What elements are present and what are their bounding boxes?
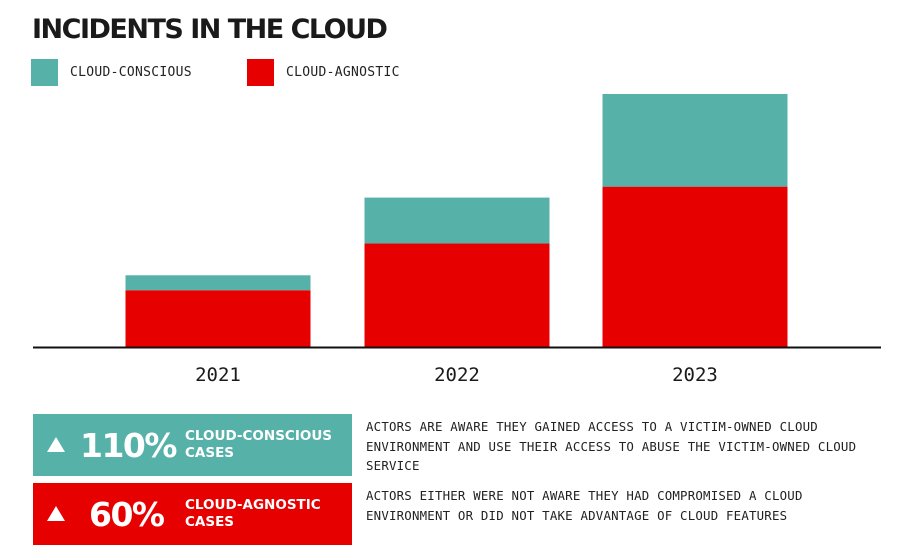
x-tick-label-2021: 2021 <box>195 364 241 386</box>
stat-box-cloud-agnostic: 60% CLOUD-AGNOSTIC CASES <box>33 483 352 545</box>
up-triangle-icon <box>47 437 65 452</box>
stat-description-cloud-agnostic: ACTORS EITHER WERE NOT AWARE THEY HAD CO… <box>366 488 803 523</box>
stat-label-cloud-conscious: CLOUD-CONSCIOUS CASES <box>185 428 333 461</box>
stat-percent-cloud-conscious: 110% <box>80 426 177 465</box>
legend-item-cloud-conscious: CLOUD-CONSCIOUS <box>31 59 192 86</box>
stat-box-cloud-conscious: 110% CLOUD-CONSCIOUS CASES <box>33 414 352 476</box>
bar-cloud-conscious-2023 <box>602 93 788 187</box>
x-tick-label-2022: 2022 <box>434 364 480 386</box>
bar-cloud-agnostic-2023 <box>602 186 788 347</box>
x-tick-label-2023: 2023 <box>672 364 718 386</box>
bar-cloud-conscious-2022 <box>364 197 550 244</box>
legend-label-cloud-conscious: CLOUD-CONSCIOUS <box>70 65 192 80</box>
bar-cloud-agnostic-2021 <box>125 290 311 347</box>
bar-cloud-agnostic-2022 <box>364 243 550 347</box>
stacked-bar-chart: 2021 2022 2023 <box>33 93 881 386</box>
legend-swatch-cloud-agnostic <box>247 59 274 86</box>
stat-label-cloud-agnostic: CLOUD-AGNOSTIC CASES <box>185 497 321 530</box>
legend-item-cloud-agnostic: CLOUD-AGNOSTIC <box>247 59 400 86</box>
chart-title: INCIDENTS IN THE CLOUD <box>32 14 388 45</box>
legend-label-cloud-agnostic: CLOUD-AGNOSTIC <box>286 65 400 80</box>
legend-swatch-cloud-conscious <box>31 59 58 86</box>
stat-description-cloud-conscious: ACTORS ARE AWARE THEY GAINED ACCESS TO A… <box>366 419 857 473</box>
stat-percent-cloud-agnostic: 60% <box>89 495 165 534</box>
up-triangle-icon <box>47 506 65 521</box>
bar-cloud-conscious-2021 <box>125 275 311 291</box>
